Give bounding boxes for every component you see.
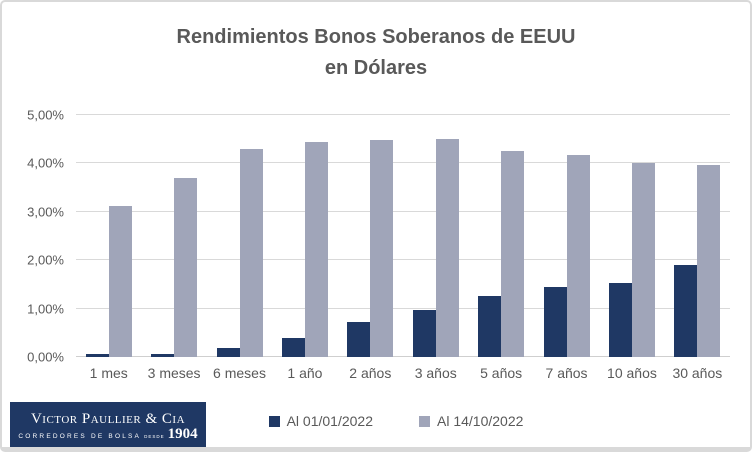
x-tick-label: 5 años [480, 365, 523, 381]
bar-Al-01-01-2022-6-meses [216, 347, 240, 357]
bar-Al-14-10-2022-10-años [631, 163, 655, 357]
legend-swatch-icon [268, 415, 280, 427]
legend-item: Al 01/01/2022 [268, 413, 373, 429]
bar-Al-01-01-2022-1-año [281, 338, 305, 357]
gridline [76, 259, 730, 261]
bar-group-1-año [272, 115, 337, 357]
legend-item: Al 14/10/2022 [419, 413, 523, 429]
bar-Al-14-10-2022-3-meses [174, 177, 198, 357]
bar-group-2-años [338, 115, 403, 357]
gridline [76, 210, 730, 212]
bar-Al-01-01-2022-1-mes [85, 354, 109, 357]
x-tick-label: 3 años [414, 365, 457, 381]
x-tick-label: 2 años [349, 365, 392, 381]
bar-Al-14-10-2022-5-años [501, 150, 525, 357]
bar-group-3-años [403, 115, 468, 357]
gridline [76, 307, 730, 309]
bar-group-7-años [534, 115, 599, 357]
x-tick-label: 10 años [607, 365, 657, 381]
chart-title-line1: Rendimientos Bonos Soberanos de EEUU [176, 26, 576, 48]
legend: Al 01/01/2022 Al 14/10/2022 [42, 413, 750, 429]
bar-Al-01-01-2022-7-años [543, 287, 567, 357]
bar-Al-01-01-2022-30-años [674, 265, 698, 357]
y-tick-label: 1,00% [27, 301, 64, 317]
bar-Al-14-10-2022-1-año [304, 141, 328, 357]
logo-year: 1904 [167, 426, 198, 442]
x-tick-label: 1 mes [89, 365, 128, 381]
chart-title-line2: en Dólares [324, 57, 428, 79]
bar-Al-01-01-2022-3-meses [151, 354, 175, 357]
x-tick-label: 7 años [545, 365, 588, 381]
legend-swatch-icon [419, 415, 430, 427]
bar-group-6-meses [207, 115, 272, 357]
legend-label: Al 01/01/2022 [286, 413, 373, 429]
bar-groups [76, 115, 730, 357]
x-axis-labels: 1 mes 3 meses 6 meses 1 año 2 años 3 años 5 añ… [76, 365, 730, 381]
bar-group-30-años [665, 115, 730, 357]
logo-since-label: desde [144, 434, 165, 439]
plot-area [76, 114, 730, 357]
bar-group-5-años [468, 115, 533, 357]
logo-company-name: Victor Paullier & Cia [30, 411, 186, 427]
gridline [76, 162, 730, 164]
company-logo: Victor Paullier & Cia Corredores de Bols… [10, 402, 206, 447]
bar-group-10-años [599, 115, 664, 357]
y-axis-labels: 0,00% 1,00% 2,00% 3,00% 4,00% 5,00% [2, 108, 64, 365]
y-tick-label: 0,00% [27, 349, 64, 365]
bar-Al-14-10-2022-30-años [697, 164, 721, 357]
bar-Al-01-01-2022-10-años [608, 283, 632, 357]
bar-Al-14-10-2022-6-meses [239, 148, 263, 357]
legend-label: Al 14/10/2022 [437, 413, 524, 429]
gridline [76, 114, 730, 115]
y-tick-label: 5,00% [27, 107, 64, 123]
x-tick-label: 1 año [287, 365, 323, 381]
bar-Al-14-10-2022-7-años [566, 155, 590, 357]
y-tick-label: 2,00% [27, 252, 64, 268]
gridline [76, 356, 730, 357]
bar-Al-01-01-2022-3-años [412, 310, 436, 357]
logo-subline: Corredores de Bolsa desde 1904 [18, 426, 198, 442]
x-tick-label: 3 meses [147, 365, 201, 381]
x-tick-label: 6 meses [213, 365, 266, 381]
bar-Al-01-01-2022-5-años [478, 296, 502, 357]
x-tick-label: 30 años [672, 365, 723, 381]
chart-title: Rendimientos Bonos Soberanos de EEUU en … [2, 22, 750, 84]
bar-group-1-mes [76, 115, 141, 357]
bar-Al-01-01-2022-2-años [347, 321, 371, 357]
bar-Al-14-10-2022-3-años [435, 139, 459, 357]
logo-subtitle: Corredores de Bolsa [18, 433, 142, 440]
bar-Al-14-10-2022-2-años [370, 140, 394, 357]
y-tick-label: 3,00% [27, 204, 64, 220]
bar-Al-14-10-2022-1-mes [108, 206, 132, 357]
bar-group-3-meses [141, 115, 206, 357]
y-tick-label: 4,00% [27, 155, 64, 171]
